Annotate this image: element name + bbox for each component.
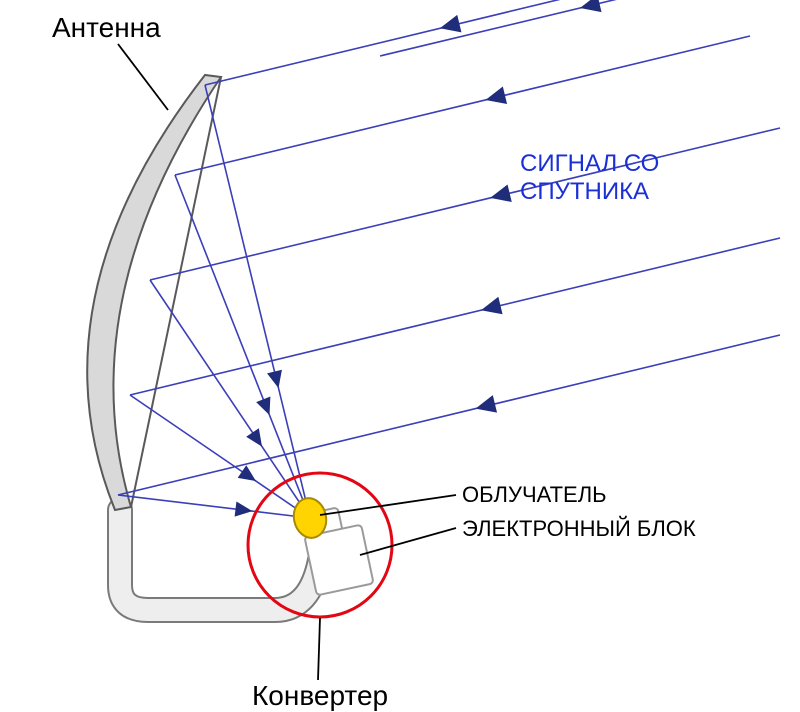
signal-arrowhead-icon	[440, 15, 462, 32]
signal-arrowhead-icon	[246, 428, 262, 446]
signal-arrowhead-icon	[580, 0, 602, 12]
label-signal-line1: СИГНАЛ СО	[520, 150, 659, 177]
signal-ray-incoming	[205, 0, 640, 85]
signal-arrowhead-icon	[481, 297, 503, 314]
satellite-dish-diagram	[0, 0, 800, 712]
label-electronic-block: ЭЛЕКТРОННЫЙ БЛОК	[462, 516, 696, 542]
label-converter: Конвертер	[252, 680, 388, 712]
leader-feedhorn	[320, 495, 456, 515]
label-signal: СИГНАЛ СО СПУТНИКА	[520, 150, 659, 205]
signal-ray-incoming	[118, 335, 780, 495]
dish-reflector	[87, 75, 221, 510]
leader-electronic-block	[360, 528, 456, 555]
signal-arrowhead-icon	[238, 465, 256, 481]
label-antenna: Антенна	[52, 12, 161, 44]
signal-arrowhead-icon	[486, 86, 508, 103]
signal-arrowhead-icon	[475, 395, 497, 412]
signal-arrowhead-icon	[235, 501, 253, 516]
label-feedhorn: ОБЛУЧАТЕЛЬ	[462, 482, 607, 508]
leader-converter	[318, 618, 320, 680]
signal-arrowhead-icon	[490, 184, 512, 201]
signal-arrowhead-icon	[267, 370, 282, 388]
leader-antenna	[118, 44, 168, 110]
label-signal-line2: СПУТНИКА	[520, 178, 649, 205]
signal-ray-incoming	[150, 128, 780, 280]
signal-ray-incoming	[175, 36, 750, 175]
